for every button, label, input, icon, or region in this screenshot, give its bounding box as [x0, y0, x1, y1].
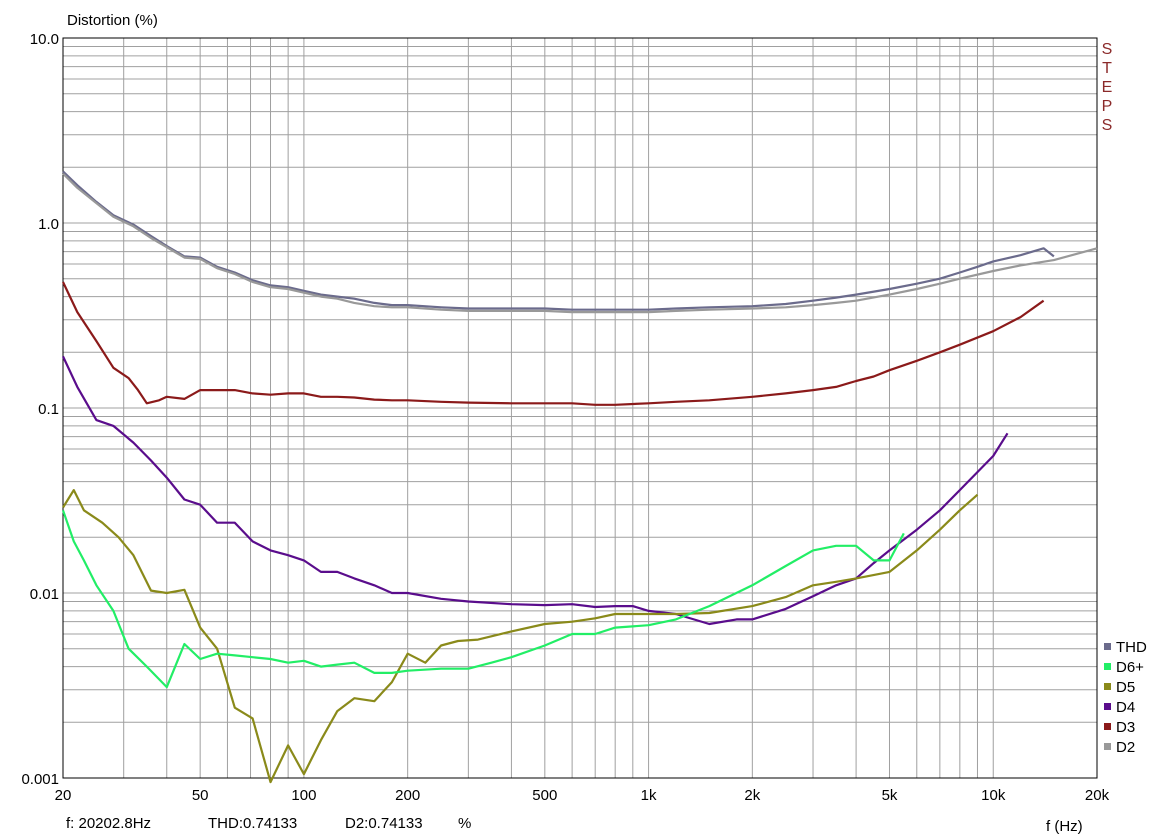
legend-swatch [1104, 723, 1111, 730]
y-tick-label: 0.01 [30, 586, 59, 603]
x-tick-label: 1k [641, 787, 657, 804]
x-tick-label: 200 [395, 787, 420, 804]
status-unit: % [458, 815, 472, 832]
y-tick-label: 0.001 [21, 771, 59, 788]
legend-label: D4 [1116, 699, 1135, 716]
plot-frame [62, 37, 1098, 779]
steps-letter: S [1101, 41, 1113, 58]
series-line-d4 [62, 355, 1009, 626]
series-line-d6plus [61, 509, 905, 689]
steps-letter: T [1102, 60, 1112, 77]
steps-letter: S [1101, 117, 1113, 134]
y-axis-label: Distortion (%) [67, 12, 158, 29]
series-lines [61, 170, 1098, 784]
y-tick-label: 10.0 [30, 31, 59, 48]
x-tick-label: 20k [1085, 787, 1110, 804]
grid [63, 38, 1097, 778]
legend-swatch [1104, 643, 1111, 650]
legend-swatch [1104, 683, 1111, 690]
status-thd: THD:0.74133 [208, 815, 298, 832]
x-tick-label: 20 [55, 787, 72, 804]
steps-letter: P [1101, 98, 1113, 115]
steps-letter: E [1101, 79, 1113, 96]
legend-swatch [1104, 743, 1111, 750]
status-d2: D2:0.74133 [345, 815, 423, 832]
legend-label: D6+ [1116, 659, 1144, 676]
y-tick-label: 0.1 [38, 401, 59, 418]
series-line-d2 [62, 172, 1098, 314]
x-tick-label: 10k [981, 787, 1006, 804]
status-frequency: f: 20202.8Hz [66, 815, 152, 832]
x-tick-label: 500 [532, 787, 557, 804]
legend-label: D3 [1116, 719, 1135, 736]
series-line-thd [62, 170, 1055, 311]
legend-swatch [1104, 703, 1111, 710]
x-tick-labels: 20 50 100 200 500 1k 2k 5k 10k 20k [55, 787, 1110, 804]
y-tick-labels: 10.0 1.0 0.1 0.01 0.001 [21, 31, 59, 788]
legend-swatch [1104, 663, 1111, 670]
x-tick-label: 50 [192, 787, 209, 804]
legend-label: D5 [1116, 679, 1135, 696]
series-line-d5 [62, 489, 979, 784]
y-tick-label: 1.0 [38, 216, 59, 233]
series-line-d3 [62, 281, 1045, 406]
legend: THD D6+ D5 D4 D3 D2 [1104, 639, 1147, 756]
x-axis-label: f (Hz) [1046, 818, 1083, 835]
legend-label: D2 [1116, 739, 1135, 756]
x-tick-label: 2k [744, 787, 760, 804]
legend-label: THD [1116, 639, 1147, 656]
x-tick-label: 5k [882, 787, 898, 804]
x-tick-label: 100 [291, 787, 316, 804]
